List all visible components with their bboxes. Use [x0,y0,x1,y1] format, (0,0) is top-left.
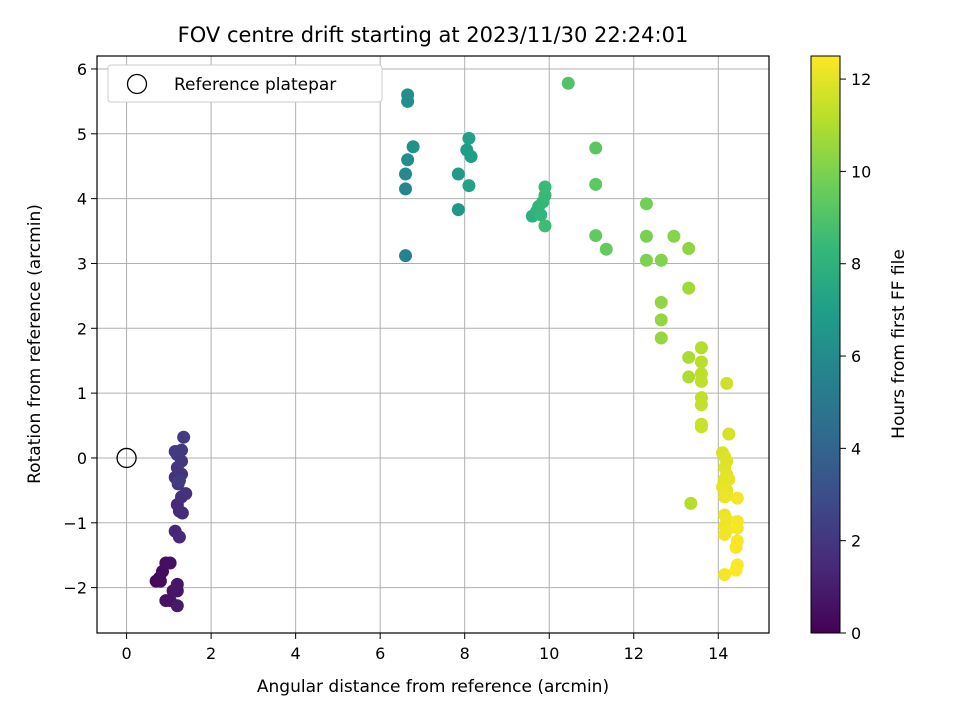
data-point [682,370,696,384]
data-point [172,530,186,544]
legend-box [107,64,383,103]
data-point [730,521,744,535]
data-point [464,149,478,163]
data-point [639,229,653,243]
data-point [399,182,413,196]
data-point [694,355,708,369]
data-point [720,524,734,538]
data-point [399,249,413,263]
reference-marker-layer [116,447,137,469]
y-tick-label: 6 [77,60,87,79]
x-tick-label: 10 [539,644,559,663]
data-point [730,491,744,505]
data-point [462,131,476,145]
data-point [694,398,708,412]
data-point [538,219,552,233]
y-tick-label: 2 [77,319,87,338]
y-tick-label: 1 [77,384,87,403]
data-point [175,506,189,520]
plot-area-background [97,56,769,633]
data-point [639,253,653,267]
data-point [451,167,465,181]
colorbar-tick-label: 6 [851,347,861,366]
data-point [729,540,743,554]
data-point [401,153,415,167]
chart-title: FOV centre drift starting at 2023/11/30 … [178,23,689,47]
data-point [534,208,548,222]
data-point [694,420,708,434]
data-point [179,487,193,501]
data-point [153,574,167,588]
y-tick-label: 5 [77,125,87,144]
y-axis-ticks: −2 −1 0 1 2 3 4 5 6 [63,60,97,598]
x-tick-label: 4 [291,644,301,663]
reference-platepar-marker [116,447,137,469]
data-point [168,444,182,458]
data-point [401,88,415,102]
data-point [561,76,575,90]
x-tick-label: 0 [121,644,131,663]
y-tick-label: 0 [77,449,87,468]
data-point [589,141,603,155]
data-point [589,229,603,243]
colorbar-ticks: 0 2 4 6 8 10 12 [840,70,871,643]
x-tick-label: 6 [375,644,385,663]
data-point [729,563,743,577]
colorbar-tick-label: 12 [851,70,871,89]
data-point [170,599,184,613]
data-point [722,427,736,441]
data-point [406,140,420,154]
y-tick-label: 4 [77,190,87,209]
data-point [462,179,476,193]
data-point [639,197,653,211]
colorbar-label: Hours from first FF file [889,249,909,439]
x-axis-label: Angular distance from reference (arcmin) [257,677,609,697]
x-tick-label: 14 [708,644,728,663]
data-point [451,203,465,217]
data-point [599,242,613,256]
data-points [149,76,744,613]
data-point [589,177,603,191]
legend-reference-marker [126,73,148,95]
data-point [172,474,186,488]
legend: Reference platepar [107,64,383,103]
data-point [399,167,413,181]
data-point [718,568,732,582]
data-point [720,489,734,503]
colorbar-gradient [810,55,841,634]
data-point [654,253,668,267]
data-point [667,229,681,243]
data-point [163,556,177,570]
colorbar: 0 2 4 6 8 10 12 Hours from first FF file [810,55,909,643]
data-point [682,350,696,364]
colorbar-tick-label: 10 [851,162,871,181]
x-tick-label: 12 [624,644,644,663]
data-point [694,374,708,388]
data-point [170,584,184,598]
legend-label-reference: Reference platepar [174,75,336,95]
data-point [694,341,708,355]
y-tick-label: −2 [63,579,87,598]
colorbar-tick-label: 4 [851,439,861,458]
x-tick-label: 8 [460,644,470,663]
y-tick-label: 3 [77,254,87,273]
colorbar-tick-label: 2 [851,532,861,551]
data-point [682,242,696,256]
data-point [654,295,668,309]
plot-frame [96,55,770,634]
x-axis-ticks: 0 2 4 6 8 10 12 14 [121,633,728,663]
data-point [538,180,552,194]
data-point [682,281,696,295]
data-point [177,430,191,444]
y-tick-label: −1 [63,514,87,533]
colorbar-tick-label: 8 [851,255,861,274]
colorbar-tick-label: 0 [851,624,861,643]
data-point [684,496,698,510]
data-point [654,313,668,327]
data-point [720,376,734,390]
y-axis-label: Rotation from reference (arcmin) [25,204,45,484]
x-tick-label: 2 [206,644,216,663]
data-point [654,331,668,345]
